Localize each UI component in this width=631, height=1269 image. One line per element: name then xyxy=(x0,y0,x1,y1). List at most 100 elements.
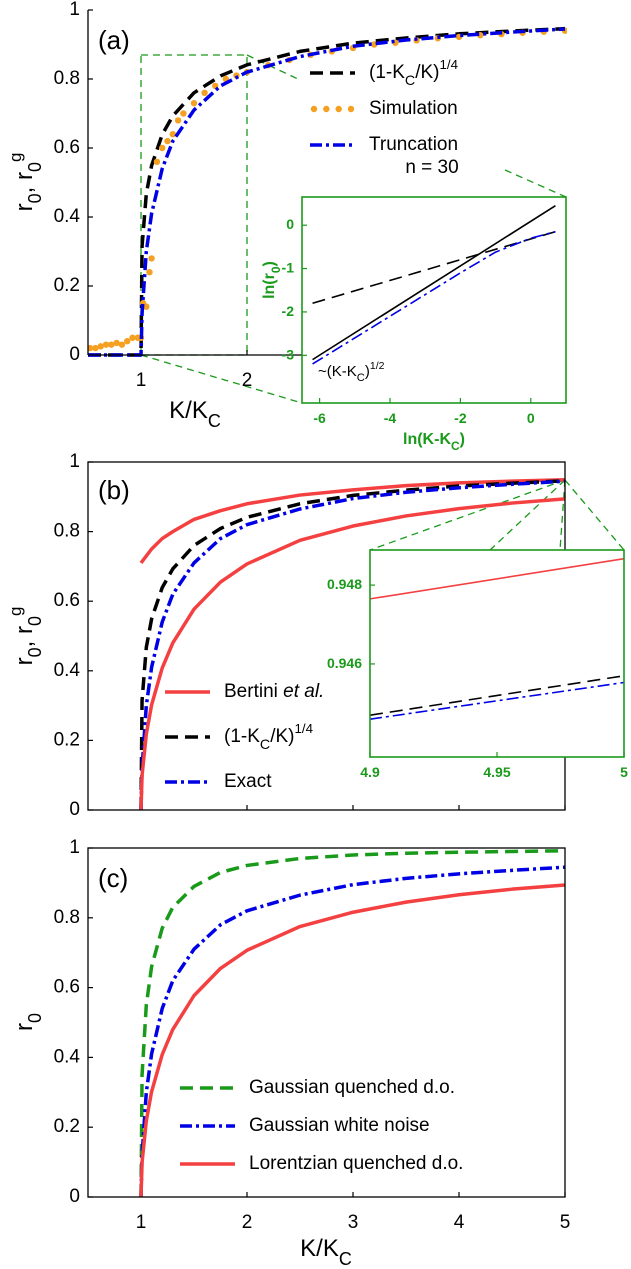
y-tick-label: 0.2 xyxy=(54,729,80,750)
data-point xyxy=(153,158,161,165)
series-group xyxy=(370,557,625,720)
data-point xyxy=(124,338,131,345)
x-tick-label: -4 xyxy=(384,410,397,426)
legend-label: Bertini et al. xyxy=(224,681,324,702)
legend-label: (1-KC/K)1/4 xyxy=(224,721,313,753)
y-axis-label: r0, r0g xyxy=(6,607,45,666)
legend-entry: Gaussian white noise xyxy=(180,1115,430,1136)
data-point xyxy=(164,137,171,145)
y-tick-label: 0.8 xyxy=(54,521,80,542)
y-axis-label: ln(r0) xyxy=(261,261,283,299)
y-axis-label: r0 xyxy=(11,1013,44,1031)
y-tick-label: 0 xyxy=(286,216,294,232)
x-tick-label: 1 xyxy=(136,1212,147,1233)
data-line xyxy=(139,478,566,564)
legend-entry: Lorentzian quenched d.o. xyxy=(180,1153,463,1174)
data-line xyxy=(139,849,566,1198)
x-axis-label: K/KC xyxy=(300,1235,352,1268)
data-line xyxy=(139,479,566,811)
data-line xyxy=(88,27,566,357)
data-point xyxy=(180,110,187,117)
data-line xyxy=(370,674,625,717)
zoom-connector xyxy=(140,354,303,404)
panel-label: (a) xyxy=(98,25,130,55)
x-tick-label: 4.9 xyxy=(360,764,380,780)
data-point xyxy=(88,344,94,352)
frame xyxy=(87,847,566,1198)
y-tick-label: 0.4 xyxy=(54,1046,81,1067)
legend-entry: (1-KC/K)1/4 xyxy=(165,721,313,753)
y-tick-label: -2 xyxy=(282,303,295,319)
y-tick-label: 0 xyxy=(69,799,80,820)
data-point xyxy=(159,144,166,152)
zoom-connector xyxy=(246,54,301,81)
y-tick-label: 0.2 xyxy=(54,275,80,296)
x-tick-label: 0 xyxy=(527,410,535,426)
y-tick-label: 0.8 xyxy=(54,907,80,928)
annotation: ~(K-KC)1/2 xyxy=(318,360,385,384)
data-line xyxy=(370,681,625,720)
data-line xyxy=(139,883,566,1198)
annotation: n = 30 xyxy=(405,157,458,178)
data-point xyxy=(146,269,153,276)
panel-label: (c) xyxy=(98,863,128,893)
inset: 0.946 0.948 4.9 4.95 5 xyxy=(327,549,628,780)
x-tick-label: 2 xyxy=(242,1212,253,1233)
data-line xyxy=(312,204,556,361)
y-tick-label: 0 xyxy=(69,1186,80,1207)
y-tick-label: 0.6 xyxy=(54,137,80,158)
legend-entry: Truncation xyxy=(310,134,458,155)
data-point xyxy=(129,334,136,341)
data-line xyxy=(312,230,556,365)
y-tick-label: 0 xyxy=(69,344,80,365)
zoom-connector xyxy=(489,479,566,551)
y-axis-label: r0, r0g xyxy=(6,153,45,212)
inset-background xyxy=(370,550,624,757)
x-tick-label: 3 xyxy=(348,1212,359,1233)
y-tick-label: 0.6 xyxy=(54,977,80,998)
data-line xyxy=(139,865,566,1198)
series-group xyxy=(139,478,566,811)
frame xyxy=(301,196,567,404)
y-tick-label: 0.4 xyxy=(54,660,81,681)
panel: 0 0.2 0.4 0.6 0.8 1 r0, r0g (b) Bertini et al. (1… xyxy=(6,451,566,820)
inset-background xyxy=(302,197,566,403)
y-tick-label: 0.6 xyxy=(54,590,80,611)
legend-swatch xyxy=(335,105,342,113)
data-line xyxy=(370,557,625,600)
series-group xyxy=(139,849,566,1198)
y-tick-label: -1 xyxy=(282,259,295,275)
data-point xyxy=(201,89,208,97)
x-tick-label: 5 xyxy=(560,1212,571,1233)
legend-entry: Gaussian quenched d.o. xyxy=(180,1077,455,1098)
y-tick-label: 0.948 xyxy=(327,576,362,592)
x-tick-label: 1 xyxy=(136,370,147,391)
panel-label: (b) xyxy=(98,475,130,505)
x-tick-label: 5 xyxy=(620,764,628,780)
panel: 0 0.2 0.4 0.6 0.8 1 1 2 K/KC r0, r0g (a) n = 30 (1-K… xyxy=(6,0,567,431)
inset: -3 -2 -1 0 -6 -4 -2 0 ln(K-KC) ln(r0) ~(K-KC)1/2 xyxy=(261,196,567,453)
legend-swatch xyxy=(310,105,318,113)
y-tick-label: 1 xyxy=(69,837,80,858)
x-tick-label: -6 xyxy=(313,410,326,426)
y-tick-label: 0.4 xyxy=(54,206,81,227)
y-tick-label: 1 xyxy=(69,0,80,20)
data-point xyxy=(143,303,150,310)
data-point xyxy=(108,341,115,348)
legend-label: Gaussian white noise xyxy=(249,1115,430,1136)
x-tick-label: -2 xyxy=(454,410,467,426)
data-line xyxy=(139,497,566,811)
series-group xyxy=(88,26,567,357)
legend-label: Simulation xyxy=(369,98,458,119)
data-point xyxy=(118,341,126,348)
x-tick-label: 4 xyxy=(454,1212,465,1233)
y-tick-label: 0.8 xyxy=(54,68,80,89)
y-tick-label: 1 xyxy=(69,451,80,472)
x-axis-label: ln(K-KC) xyxy=(403,431,465,453)
series-group xyxy=(312,204,556,365)
zoom-connector xyxy=(369,479,566,551)
data-point xyxy=(97,343,104,350)
legend-entry: (1-KC/K)1/4 xyxy=(310,57,458,89)
x-tick-label: 4.95 xyxy=(483,764,510,780)
